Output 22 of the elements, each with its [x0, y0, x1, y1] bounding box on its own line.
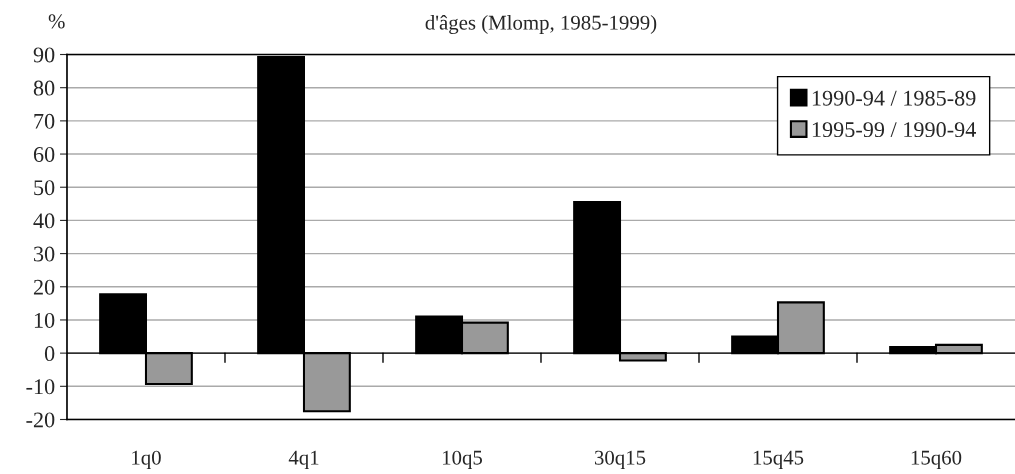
legend-label: 1995-99 / 1990-94	[812, 122, 976, 138]
y-axis-title: %	[48, 14, 65, 29]
x-tick-label: 15q60	[911, 450, 962, 469]
y-tick-label: 10	[34, 312, 55, 328]
y-tick-label: 50	[34, 180, 55, 196]
y-tick-label: -20	[26, 412, 55, 428]
x-tick-label: 10q5	[442, 450, 483, 469]
legend-label: 1990-94 / 1985-89	[812, 90, 976, 106]
y-tick-label: 80	[33, 80, 55, 96]
x-tick-label: 1q0	[132, 450, 161, 469]
y-tick-label: -10	[26, 379, 55, 395]
y-tick-label: 30	[34, 246, 55, 262]
y-tick-label: 20	[33, 279, 55, 295]
x-tick-label: 30q15	[594, 450, 646, 469]
chart-title: d'âges (Mlomp, 1985-1999)	[425, 15, 657, 35]
y-tick-label: 0	[44, 346, 55, 362]
x-tick-label: 4q1	[288, 450, 319, 469]
y-tick-label: 40	[33, 213, 55, 229]
y-tick-label: 60	[33, 146, 55, 162]
x-tick-label: 15q45	[753, 450, 804, 469]
y-tick-label: 70	[34, 113, 55, 129]
y-tick-label: 90	[33, 47, 55, 63]
